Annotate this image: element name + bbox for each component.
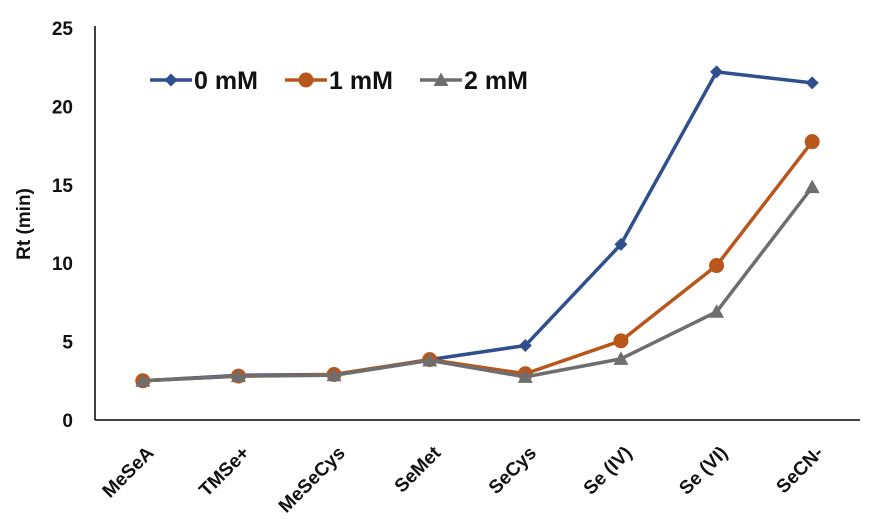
legend-label: 1 mM <box>329 67 393 95</box>
legend-marker <box>298 72 314 88</box>
data-point <box>804 179 820 194</box>
y-tick-labels: 0 5 10 15 20 25 <box>52 19 74 432</box>
data-point <box>422 352 438 367</box>
y-axis-title: Rt (min) <box>14 188 35 260</box>
series-0-mm <box>136 65 819 388</box>
x-tick-label: Se (VI) <box>675 443 732 500</box>
legend-item: 1 mM <box>285 67 393 95</box>
data-point <box>805 76 819 90</box>
data-point <box>518 339 532 353</box>
legend-item: 0 mM <box>150 67 258 95</box>
x-tick-labels: MeSeA TMSe+ MeSeCys SeMet SeCys Se (IV) Se (VI… <box>99 442 828 517</box>
data-point <box>326 367 342 382</box>
legend-marker <box>164 73 178 87</box>
x-tick-label: SeMet <box>391 442 446 497</box>
legend-marker <box>433 72 449 86</box>
legend-label: 2 mM <box>464 67 528 95</box>
data-point <box>804 134 820 150</box>
x-tick-label: MeSeA <box>99 442 159 502</box>
legend: 0 mM 1 mM 2 mM <box>150 67 528 95</box>
data-point <box>135 373 151 387</box>
y-tick-label: 0 <box>62 411 73 432</box>
x-tick-label: Se (IV) <box>580 443 637 500</box>
legend-label: 0 mM <box>194 67 258 95</box>
data-point <box>230 368 246 383</box>
series-line <box>142 186 814 383</box>
data-point <box>710 65 724 79</box>
series-layer <box>135 65 820 389</box>
axes <box>94 26 860 421</box>
data-point <box>709 304 725 318</box>
data-point <box>613 333 629 349</box>
y-tick-label: 10 <box>52 254 73 275</box>
data-point <box>613 351 629 365</box>
series-2-mm <box>135 179 820 387</box>
legend-item: 2 mM <box>420 67 528 95</box>
series-line <box>142 70 813 383</box>
y-tick-label: 15 <box>52 176 74 197</box>
x-tick-label: MeSeCys <box>275 443 350 518</box>
series-1-mm <box>135 134 820 389</box>
y-tick-label: 25 <box>52 19 74 40</box>
x-tick-label: SeCN- <box>773 443 828 498</box>
y-tick-label: 20 <box>52 97 73 118</box>
data-point <box>709 258 725 274</box>
x-tick-label: TMSe+ <box>195 443 254 502</box>
data-point <box>517 369 533 383</box>
x-tick-label: SeCys <box>485 443 541 499</box>
y-tick-label: 5 <box>62 333 73 354</box>
data-point <box>614 237 628 251</box>
